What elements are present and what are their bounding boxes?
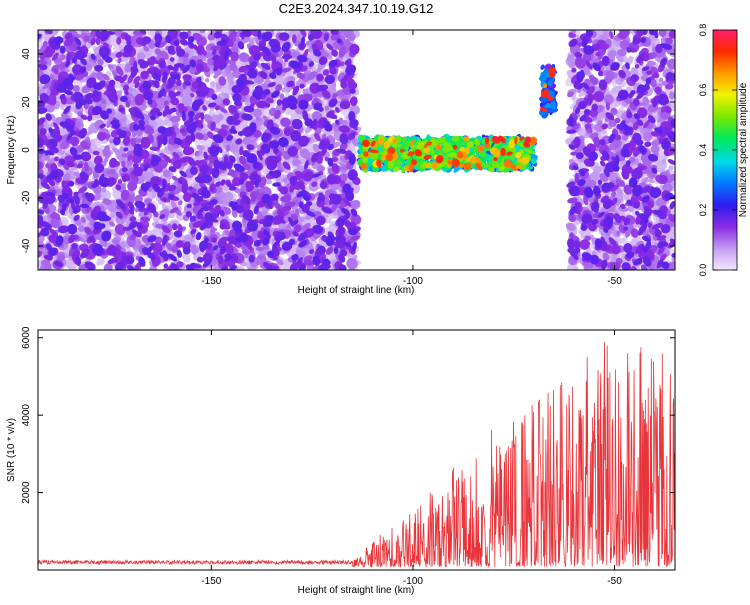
spectrogram-cell	[327, 214, 334, 221]
spectrogram-cells	[38, 30, 675, 270]
spectrogram-cell	[73, 30, 83, 37]
spectrogram-cell	[616, 230, 621, 236]
figure-title: C2E3.2024.347.10.19.G12	[279, 1, 434, 16]
spectrogram-cell	[182, 252, 191, 263]
spectrogram-cell	[282, 264, 290, 270]
spectrogram-cell	[204, 78, 210, 83]
spectrogram-cell	[101, 187, 107, 193]
spectrogram-cell	[255, 246, 265, 251]
